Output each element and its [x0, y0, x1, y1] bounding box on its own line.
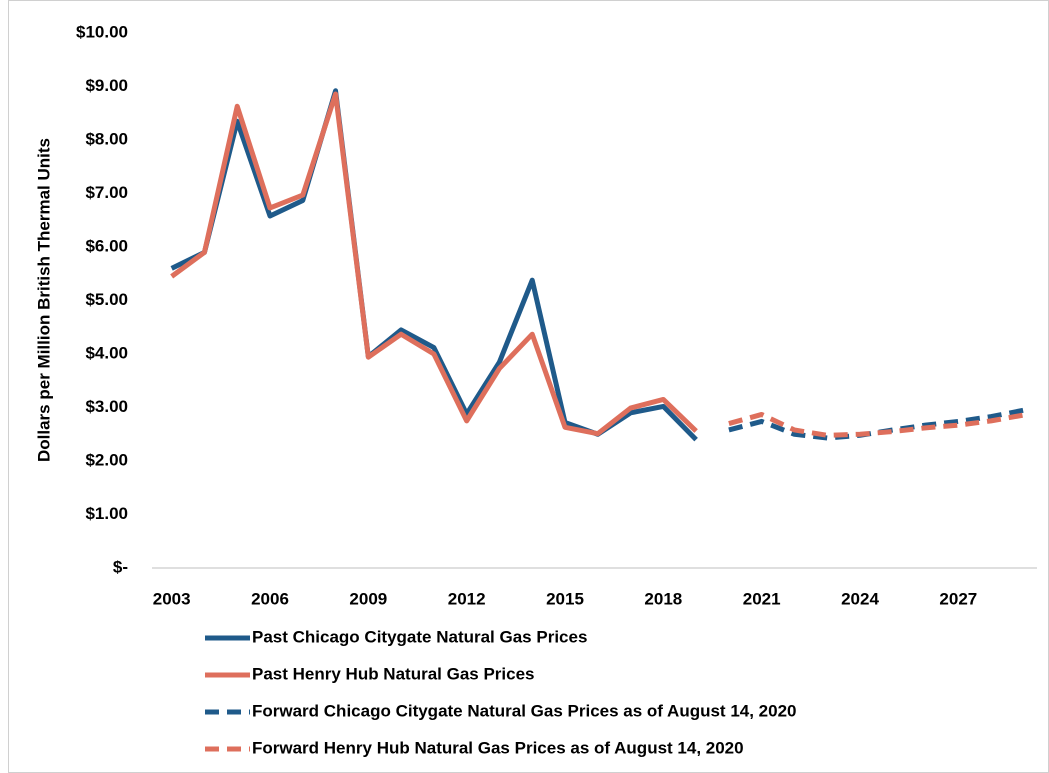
legend-label: Forward Henry Hub Natural Gas Prices as … [252, 738, 744, 757]
y-tick-label: $6.00 [85, 236, 128, 255]
x-tick-label: 2021 [743, 589, 781, 608]
x-tick-label: 2006 [251, 589, 289, 608]
x-tick-label: 2018 [644, 589, 682, 608]
x-tick-label: 2024 [841, 589, 879, 608]
x-tick-label: 2012 [448, 589, 486, 608]
x-tick-label: 2015 [546, 589, 584, 608]
legend-label: Past Henry Hub Natural Gas Prices [252, 664, 535, 683]
y-tick-label: $3.00 [85, 397, 128, 416]
y-axis-label: Dollars per Million British Thermal Unit… [34, 138, 53, 462]
legend-label: Forward Chicago Citygate Natural Gas Pri… [252, 701, 797, 720]
x-tick-label: 2009 [349, 589, 387, 608]
chart-frame [8, 0, 1049, 773]
legend-label: Past Chicago Citygate Natural Gas Prices [252, 627, 587, 646]
y-tick-label: $- [113, 557, 128, 576]
y-tick-label: $4.00 [85, 343, 128, 362]
series-line [170, 91, 698, 437]
y-tick-label: $8.00 [85, 129, 128, 148]
x-tick-label: 2003 [153, 589, 191, 608]
x-tick-label: 2027 [939, 589, 977, 608]
y-tick-label: $7.00 [85, 183, 128, 202]
y-tick-label: $5.00 [85, 290, 128, 309]
y-tick-label: $9.00 [85, 76, 128, 95]
y-tick-label: $2.00 [85, 450, 128, 469]
y-tick-label: $10.00 [76, 22, 128, 41]
series-line [728, 407, 1025, 441]
y-tick-label: $1.00 [85, 504, 128, 523]
series-line [728, 411, 1025, 438]
